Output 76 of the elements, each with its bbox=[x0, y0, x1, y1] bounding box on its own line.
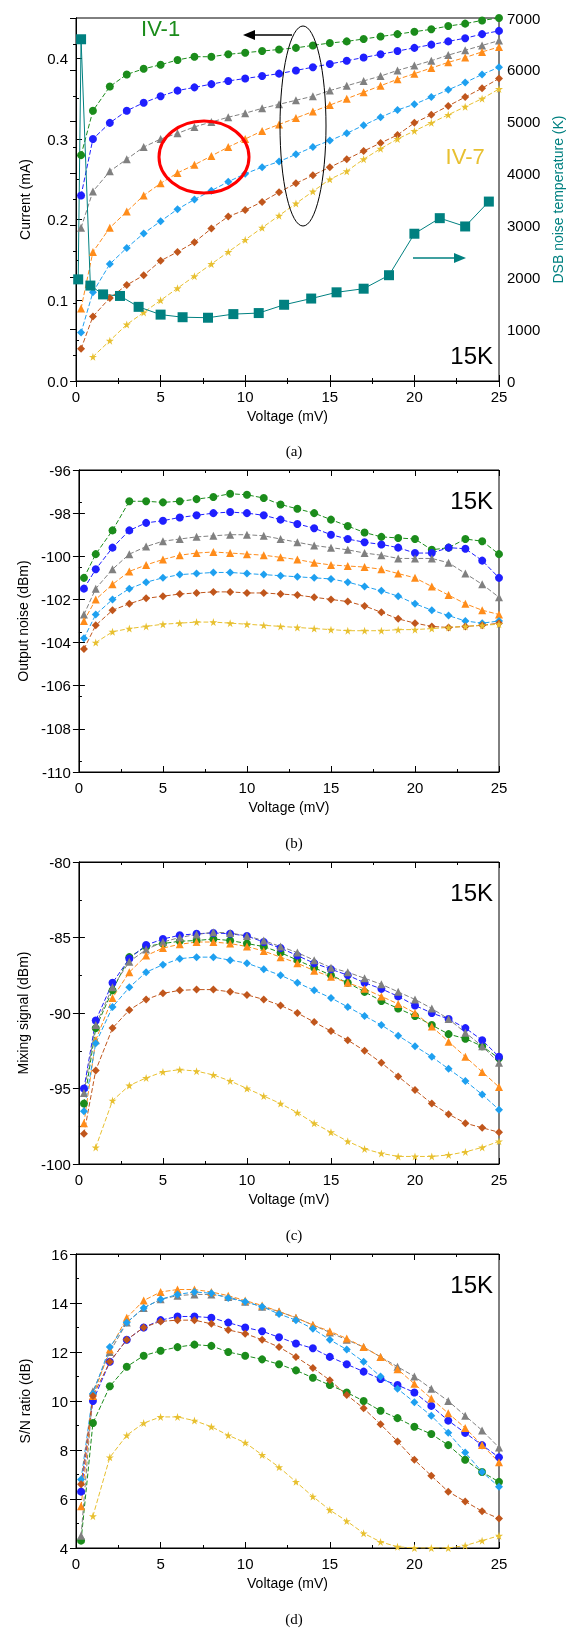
x-tick-label: 10 bbox=[238, 1171, 256, 1188]
text: (c) bbox=[285, 1226, 303, 1244]
y-tick-label: 0.2 bbox=[47, 211, 68, 229]
y-tick-label: -106 bbox=[40, 677, 71, 695]
y-tick-label: -90 bbox=[49, 1004, 71, 1022]
y-tick-label: 4 bbox=[59, 1539, 68, 1557]
y2-tick-label: 2000 bbox=[507, 268, 541, 286]
y-tick-label: -100 bbox=[40, 547, 71, 565]
x-tick-label: 20 bbox=[406, 779, 424, 796]
y-tick-label: -96 bbox=[49, 461, 71, 479]
y-tick-label: 16 bbox=[51, 1245, 68, 1263]
x-tick-label: 10 bbox=[236, 1555, 254, 1572]
y-tick-label: -104 bbox=[40, 634, 71, 652]
annotation: 15K bbox=[450, 341, 493, 369]
x-tick-label: 5 bbox=[156, 388, 165, 405]
y2-tick-label: 6000 bbox=[507, 61, 541, 79]
y2-tick-label: 4000 bbox=[507, 165, 541, 183]
annotation: 15K bbox=[450, 486, 493, 514]
y-tick-label: -98 bbox=[49, 504, 71, 522]
y-tick-label: -102 bbox=[40, 590, 71, 608]
y2-tick-label: 5000 bbox=[507, 113, 541, 131]
annotation: 15K bbox=[450, 1270, 493, 1298]
y-axis-title: Current (mA) bbox=[17, 159, 33, 240]
y-tick-label: -100 bbox=[40, 1155, 71, 1173]
x-tick-label: 5 bbox=[158, 779, 168, 796]
x-tick-label: 0 bbox=[74, 779, 84, 796]
y2-tick-label: 0 bbox=[507, 372, 516, 390]
y-tick-label: 8 bbox=[59, 1441, 68, 1459]
y-tick-label: -85 bbox=[49, 929, 71, 946]
y-tick-label: 0.3 bbox=[47, 130, 68, 148]
y2-tick-label: 1000 bbox=[507, 320, 541, 338]
text: (b) bbox=[285, 834, 303, 852]
series-label: IV-1 bbox=[141, 16, 181, 42]
x-tick-label: 0 bbox=[71, 1555, 81, 1572]
x-tick-label: 25 bbox=[490, 779, 508, 796]
x-tick-label: 15 bbox=[321, 388, 339, 405]
x-tick-label: 20 bbox=[406, 1171, 424, 1188]
y-axis-title: Output noise (dBm) bbox=[15, 560, 31, 682]
y2-axis-title: DSB noise temperature (K) bbox=[550, 115, 567, 284]
x-tick-label: 25 bbox=[490, 1171, 508, 1188]
y-tick-label: -80 bbox=[49, 853, 71, 871]
x-tick-label: 25 bbox=[490, 388, 508, 405]
x-tick-label: 20 bbox=[406, 388, 423, 405]
annotation: 15K bbox=[450, 878, 493, 906]
x-tick-label: 15 bbox=[322, 1171, 340, 1188]
y2-tick-label: 7000 bbox=[507, 9, 541, 27]
y-tick-label: -108 bbox=[40, 720, 71, 738]
text: (d) bbox=[285, 1610, 303, 1628]
x-tick-label: 15 bbox=[322, 779, 340, 796]
y-axis-title: Mixing signal (dBm) bbox=[15, 951, 31, 1075]
y-tick-label: 0.4 bbox=[47, 49, 68, 67]
y-tick-label: 0.0 bbox=[47, 372, 68, 390]
y-axis-title: S/N ratio (dB) bbox=[17, 1358, 33, 1444]
x-tick-label: 20 bbox=[406, 1555, 423, 1572]
x-axis-title: Voltage (mV) bbox=[247, 407, 328, 424]
x-tick-label: 10 bbox=[238, 779, 256, 796]
y2-tick-label: 3000 bbox=[507, 216, 541, 234]
x-tick-label: 0 bbox=[71, 388, 81, 405]
x-tick-label: 25 bbox=[490, 1555, 508, 1572]
x-tick-label: 5 bbox=[156, 1555, 165, 1572]
text: (a) bbox=[285, 442, 303, 460]
y-tick-label: -110 bbox=[42, 763, 71, 781]
y-tick-label: -95 bbox=[49, 1080, 71, 1097]
x-axis-title: Voltage (mV) bbox=[248, 798, 330, 815]
y-tick-label: 0.1 bbox=[47, 291, 68, 309]
x-tick-label: 0 bbox=[74, 1171, 84, 1188]
x-tick-label: 15 bbox=[321, 1555, 339, 1572]
x-axis-title: Voltage (mV) bbox=[247, 1574, 328, 1591]
y-tick-label: 14 bbox=[51, 1294, 68, 1312]
x-tick-label: 5 bbox=[158, 1171, 168, 1188]
y-tick-label: 6 bbox=[59, 1490, 68, 1508]
x-axis-title: Voltage (mV) bbox=[248, 1190, 330, 1207]
y-tick-label: 12 bbox=[51, 1343, 68, 1361]
series-label: IV-7 bbox=[445, 144, 485, 170]
x-tick-label: 10 bbox=[236, 388, 254, 405]
y-tick-label: 10 bbox=[51, 1392, 68, 1410]
